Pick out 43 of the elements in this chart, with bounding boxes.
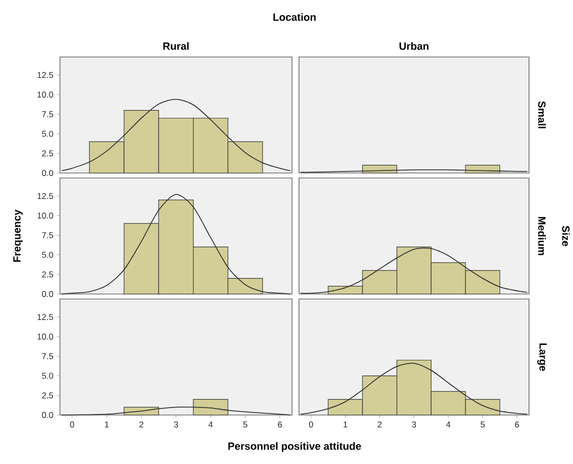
x-tick-label: 2	[378, 422, 382, 428]
y-tick-label: 7.5	[42, 232, 54, 238]
y-tick-label: 2.5	[42, 271, 54, 278]
y2-axis-title: Large	[537, 343, 547, 371]
text: Size	[562, 226, 570, 246]
y-tick-label: 7.5	[42, 353, 54, 360]
x-tick-label: 4	[446, 422, 450, 428]
y-tick-label: 0.0	[42, 291, 54, 297]
x-tick-label: 6	[278, 422, 282, 428]
y-tick-label: 0.0	[42, 170, 54, 176]
x-tick-label: 3	[174, 422, 178, 428]
line-series	[61, 98, 291, 172]
x-tick-label: 6	[515, 422, 519, 428]
y-tick-label: 2.5	[42, 392, 54, 398]
x-tick-label: 2	[139, 422, 144, 428]
x-tick-label: 4	[208, 422, 213, 428]
x-tick-label: 1	[344, 422, 348, 428]
text: Location	[273, 13, 316, 21]
y-tick-label: 10.0	[38, 212, 54, 219]
x-axis-title: Personnel positive attitude	[228, 442, 361, 452]
x-tick-label: 0	[70, 422, 74, 428]
y-tick-label: 2.5	[42, 150, 54, 156]
y-tick-label: 5.0	[42, 252, 54, 258]
x-tick-label: 1	[105, 422, 109, 428]
y-tick-label: 7.5	[42, 111, 54, 118]
y-tick-label: 12.5	[38, 193, 54, 200]
y2-axis-title: Small	[538, 101, 546, 128]
x-tick-label: 3	[412, 422, 416, 428]
line-series	[61, 194, 291, 294]
chart-title: Urban	[400, 42, 428, 50]
y-tick-label: 10.0	[38, 92, 54, 98]
y-tick-label: 0.0	[42, 412, 54, 418]
x-tick-label: 5	[243, 422, 248, 428]
y-tick-label: 12.5	[38, 72, 54, 78]
y2-axis-title: Medium	[538, 216, 546, 256]
y-axis-title: Frequency	[13, 210, 23, 262]
chart-title: Rural	[163, 42, 189, 50]
x-tick-label: 5	[480, 422, 485, 428]
x-tick-label: 0	[308, 422, 314, 428]
y-tick-label: 5.0	[42, 372, 54, 379]
y-tick-label: 5.0	[42, 130, 54, 137]
y-tick-label: 12.5	[38, 314, 54, 320]
y-tick-label: 10.0	[38, 334, 54, 340]
